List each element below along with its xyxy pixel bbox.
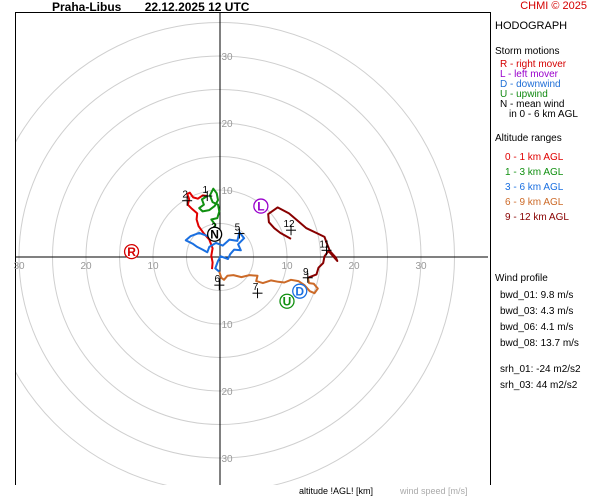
storm-motion-item-5: in 0 - 6 km AGL (509, 109, 578, 120)
storm-motions-list: R - right mover L - left mover D - downwin… (495, 60, 600, 120)
altitude-ranges-list: 0 - 1 km AGL 1 - 3 km AGL 3 - 6 km AGL 6 - … (495, 150, 600, 225)
y-tick-label: 20 (221, 387, 233, 398)
altitude-ranges-heading: Altitude ranges (495, 133, 562, 144)
hodograph-segment-4 (267, 206, 339, 279)
x-tick-label: 20 (348, 261, 360, 272)
altitude-range-item-1: 1 - 3 km AGL (505, 167, 564, 178)
storm-motions-heading: Storm motions (495, 46, 560, 57)
legend-title: HODOGRAPH (495, 20, 568, 32)
storm-label-U: U (283, 295, 292, 309)
altitude-label-12: 12 (283, 219, 295, 230)
y-tick-label: 10 (221, 186, 233, 197)
altitude-range-item-0: 0 - 1 km AGL (505, 152, 564, 163)
wind-profile-item-0: bwd_01: 9.8 m/s (500, 290, 574, 301)
helicity-item-1: srh_03: 44 m2/s2 (500, 380, 578, 391)
copyright-link[interactable]: CHMI © 2025 (520, 0, 587, 12)
x-tick-label: 20 (80, 261, 92, 272)
altitude-label-5: 5 (235, 223, 241, 234)
altitude-label-1: 1 (202, 185, 208, 196)
wind-profile-item-2: bwd_06: 4.1 m/s (500, 322, 574, 333)
wind-speed-axis-label: wind speed [m/s] (400, 486, 468, 496)
altitude-label-7: 7 (253, 282, 259, 293)
storm-label-R: R (127, 245, 136, 259)
wind-profile-item-3: bwd_08: 13.7 m/s (500, 338, 579, 349)
wind-profile-heading: Wind profile (495, 273, 548, 284)
storm-motion-item-0: R - right mover (500, 59, 567, 70)
storm-marker-R (123, 243, 140, 260)
x-tick-label: 30 (13, 261, 25, 272)
hodograph-segment-0 (186, 191, 214, 270)
storm-label-N: N (210, 228, 219, 242)
sounding-datetime: 22.12.2025 12 UTC (144, 0, 250, 14)
storm-marker-U (279, 293, 295, 309)
y-tick-label: 20 (221, 119, 233, 130)
y-tick-label: 30 (221, 52, 233, 63)
hodograph-segment-3 (218, 271, 319, 295)
legend-panel: HODOGRAPH Storm motions R - right mover L… (495, 20, 600, 394)
storm-motion-item-3: U - upwind (500, 89, 548, 100)
altitude-range-item-2: 3 - 6 km AGL (505, 182, 564, 193)
altitude-axis-label: altitude !AGL! [km] (299, 486, 374, 496)
storm-label-D: D (295, 285, 304, 299)
y-tick-label: 30 (221, 454, 233, 465)
hodograph-segment-1 (198, 187, 221, 234)
chart-title: Praha-Libus 22.12.2025 12 UTC (52, 0, 249, 14)
storm-motion-item-2: D - downwind (500, 79, 561, 90)
altitude-label-6: 6 (215, 274, 221, 285)
storm-label-L: L (257, 200, 264, 214)
storm-motion-item-4: N - mean wind (500, 99, 565, 110)
station-name: Praha-Libus (52, 0, 122, 14)
storm-marker-D (292, 283, 308, 299)
altitude-range-item-4: 9 - 12 km AGL (505, 212, 569, 223)
storm-marker-L (253, 198, 269, 214)
altitude-label-9: 9 (303, 267, 309, 278)
wind-profile-list: bwd_01: 9.8 m/s bwd_03: 4.3 m/s bwd_06: 4.… (495, 288, 600, 352)
wind-profile-item-1: bwd_03: 4.3 m/s (500, 306, 574, 317)
y-tick-label: 10 (221, 320, 233, 331)
altitude-label-11: 11 (319, 239, 330, 250)
x-tick-label: 30 (415, 261, 427, 272)
storm-marker-N (206, 226, 223, 242)
altitude-range-item-3: 6 - 9 km AGL (505, 197, 564, 208)
helicity-item-0: srh_01: -24 m2/s2 (500, 364, 581, 375)
x-tick-label: 10 (147, 261, 159, 272)
storm-motion-item-1: L - left mover (500, 69, 558, 80)
altitude-label-2: 2 (182, 190, 188, 201)
x-tick-label: 10 (281, 261, 293, 272)
hodograph-segment-2 (184, 231, 246, 273)
helicity-list: srh_01: -24 m2/s2 srh_03: 44 m2/s2 (495, 362, 600, 394)
plot-frame (15, 12, 491, 485)
